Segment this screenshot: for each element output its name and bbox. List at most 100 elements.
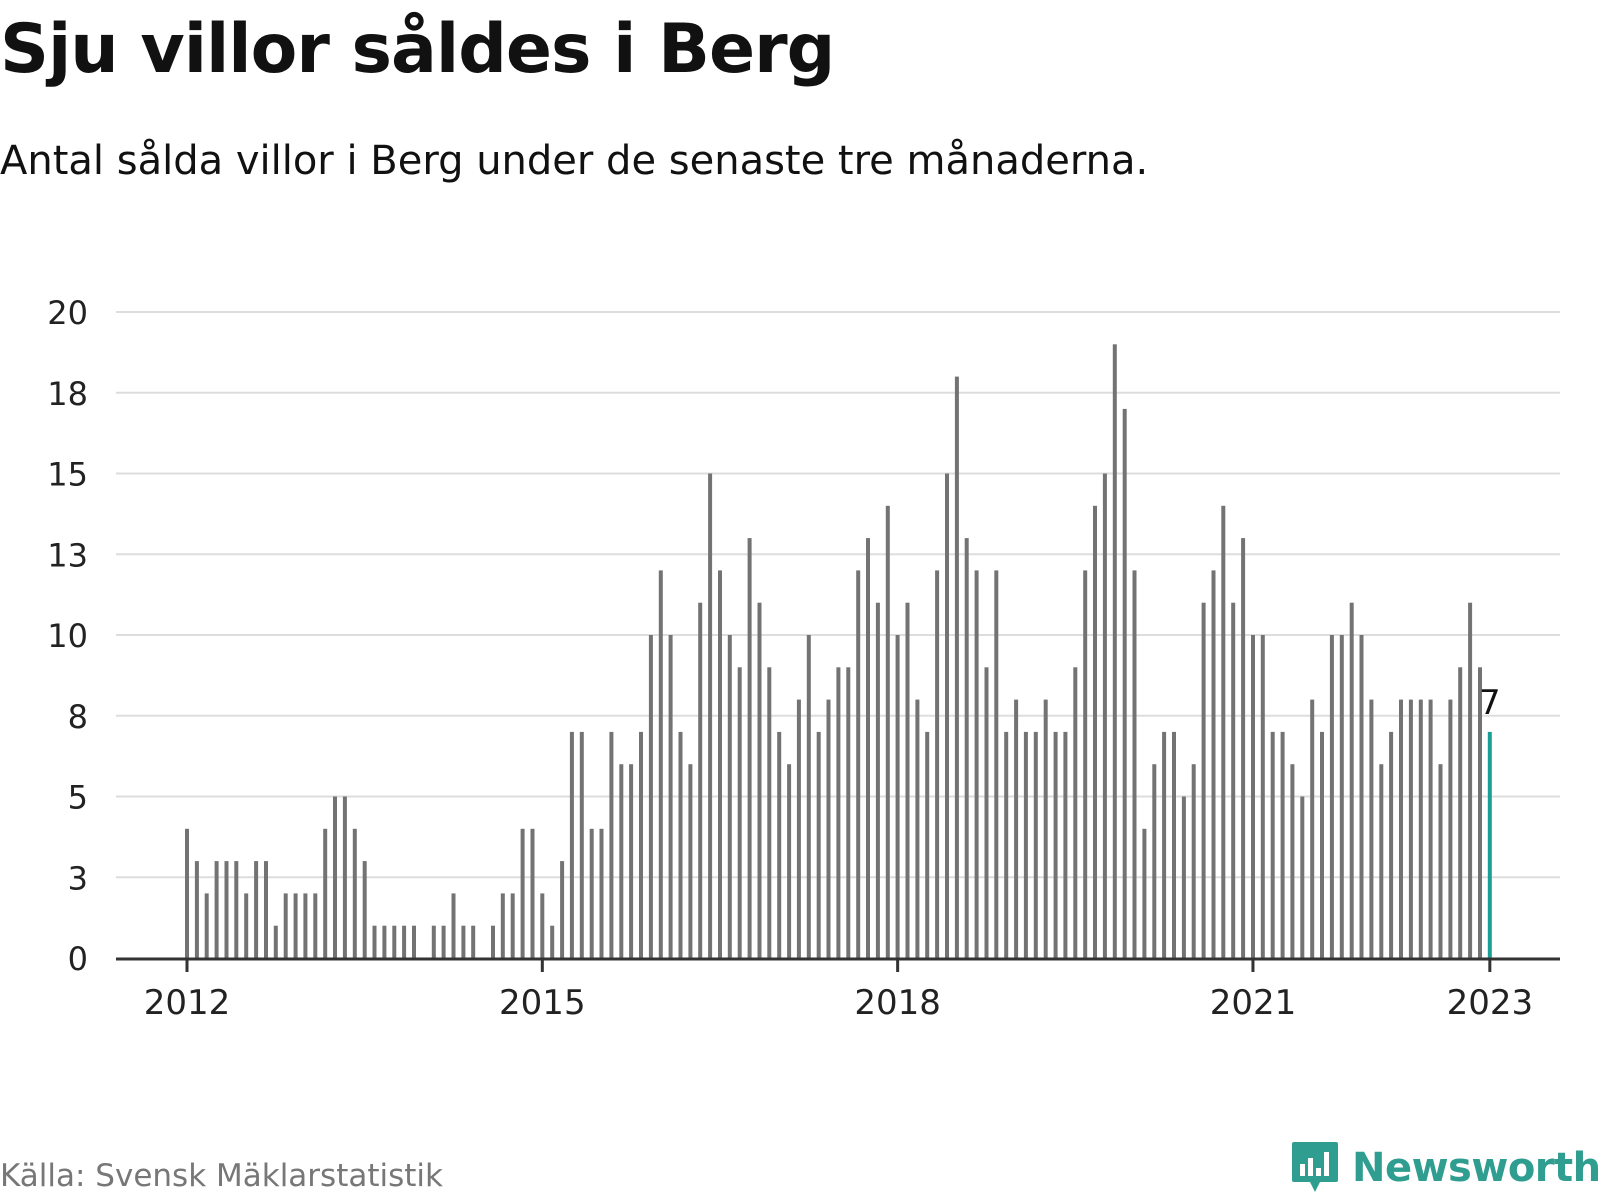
bar bbox=[1359, 635, 1364, 958]
last-value-label: 7 bbox=[1479, 683, 1501, 723]
bar bbox=[323, 828, 328, 958]
bar bbox=[688, 764, 693, 958]
bar bbox=[1260, 635, 1265, 958]
bar bbox=[254, 861, 259, 958]
bar bbox=[1152, 764, 1157, 958]
x-tick-label: 2015 bbox=[499, 983, 586, 1023]
bar bbox=[194, 861, 199, 958]
bar bbox=[530, 828, 535, 958]
bar bbox=[372, 925, 377, 958]
bar bbox=[1231, 602, 1236, 958]
bar bbox=[1349, 602, 1354, 958]
bar bbox=[510, 893, 515, 958]
bar bbox=[1280, 731, 1285, 958]
bar bbox=[1300, 796, 1305, 958]
bar bbox=[1241, 538, 1246, 958]
bar bbox=[1053, 731, 1058, 958]
bar bbox=[1458, 667, 1463, 958]
bar bbox=[1083, 570, 1088, 958]
bar bbox=[1033, 731, 1038, 958]
bar bbox=[392, 925, 397, 958]
bar bbox=[1201, 602, 1206, 958]
bar bbox=[560, 861, 565, 958]
bar bbox=[185, 828, 189, 958]
bar bbox=[1073, 667, 1078, 958]
bar bbox=[1132, 570, 1137, 958]
bar bbox=[925, 731, 930, 958]
bar bbox=[826, 699, 831, 958]
brand-logo: Newsworthy bbox=[1290, 1140, 1600, 1196]
bar bbox=[994, 570, 999, 958]
bar bbox=[698, 602, 703, 958]
bar bbox=[1270, 731, 1275, 958]
bar bbox=[579, 731, 584, 958]
bar bbox=[639, 731, 643, 958]
source-note: Källa: Svensk Mäklarstatistik bbox=[0, 1158, 443, 1194]
bar bbox=[619, 764, 624, 958]
bar bbox=[1320, 731, 1324, 958]
bar bbox=[569, 731, 574, 958]
bar bbox=[727, 635, 732, 958]
x-tick-label: 2021 bbox=[1210, 983, 1297, 1023]
bar bbox=[520, 828, 525, 958]
bar bbox=[954, 376, 959, 959]
bar bbox=[1438, 764, 1443, 958]
bar bbox=[491, 925, 495, 958]
bar bbox=[609, 731, 614, 958]
bar bbox=[362, 861, 367, 958]
bar bbox=[856, 570, 861, 958]
bar bbox=[648, 635, 653, 958]
brand-name: Newsworthy bbox=[1352, 1145, 1600, 1191]
x-tick-label: 2012 bbox=[144, 983, 231, 1023]
bar bbox=[1004, 731, 1009, 958]
bar bbox=[718, 570, 722, 958]
bar bbox=[767, 667, 772, 958]
y-tick-label: 13 bbox=[47, 536, 88, 574]
bar bbox=[1448, 699, 1453, 958]
x-tick-label: 2018 bbox=[854, 983, 941, 1023]
bar bbox=[1428, 699, 1433, 958]
bar bbox=[1162, 731, 1167, 958]
bar bbox=[777, 731, 782, 958]
bar bbox=[342, 796, 347, 958]
bar bbox=[550, 925, 555, 958]
bar bbox=[1102, 473, 1107, 958]
bar bbox=[875, 602, 880, 958]
bar bbox=[1418, 699, 1423, 958]
bar bbox=[1251, 635, 1255, 958]
bar bbox=[787, 764, 792, 958]
y-tick-label: 10 bbox=[47, 617, 88, 655]
x-tick-label: 2023 bbox=[1447, 983, 1534, 1023]
bar bbox=[1142, 828, 1147, 958]
bar bbox=[1389, 731, 1394, 958]
bar bbox=[974, 570, 979, 958]
y-tick-label: 20 bbox=[47, 294, 88, 332]
y-tick-label: 8 bbox=[68, 698, 88, 736]
bar bbox=[1014, 699, 1019, 958]
bar bbox=[866, 538, 870, 958]
bar bbox=[1043, 699, 1048, 958]
bar bbox=[402, 925, 407, 958]
bar-chart: 0 3 5 8 10 13 15 18 20 2012 2015 2018 2021 2023 7 bbox=[47, 294, 1560, 1023]
bar bbox=[1112, 344, 1117, 958]
y-axis-ticks: 0 3 5 8 10 13 15 18 20 bbox=[47, 294, 88, 978]
bar bbox=[757, 602, 762, 958]
bar bbox=[846, 667, 851, 958]
bar bbox=[836, 667, 841, 958]
bar bbox=[1191, 764, 1196, 958]
y-tick-label: 15 bbox=[47, 456, 88, 494]
bar bbox=[895, 635, 900, 958]
bar bbox=[283, 893, 288, 958]
bar bbox=[1211, 570, 1216, 958]
y-tick-label: 0 bbox=[68, 940, 88, 978]
bar bbox=[1408, 699, 1413, 958]
bar bbox=[1478, 667, 1482, 958]
bar bbox=[796, 699, 801, 958]
bar bbox=[668, 635, 673, 958]
bar bbox=[1063, 731, 1068, 958]
bar bbox=[431, 925, 436, 958]
bar bbox=[333, 796, 337, 958]
bar bbox=[441, 925, 446, 958]
chart-subtitle: Antal sålda villor i Berg under de senas… bbox=[0, 138, 1149, 184]
bar bbox=[1181, 796, 1186, 958]
